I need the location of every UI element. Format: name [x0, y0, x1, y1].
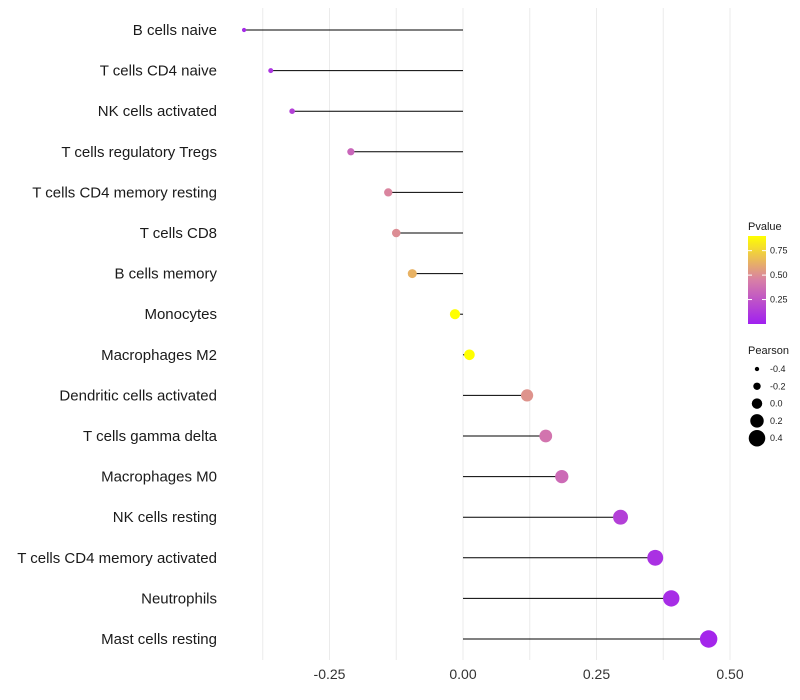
x-tick-label: 0.50: [716, 666, 743, 682]
size-legend-label: 0.4: [770, 433, 783, 443]
category-label: T cells regulatory Tregs: [61, 144, 217, 161]
category-label: Mast cells resting: [101, 631, 217, 648]
x-axis-ticks: -0.25 0.00 0.25 0.50: [314, 666, 744, 682]
stem-layer: [244, 29, 709, 640]
pvalue-colorbar: [748, 236, 766, 324]
grid-layer: [262, 8, 731, 660]
category-label: NK cells activated: [98, 103, 217, 120]
lollipop-point: [347, 148, 355, 156]
lollipop-point: [384, 188, 393, 197]
size-legend-label: -0.2: [770, 381, 786, 391]
lollipop-point: [663, 590, 680, 607]
category-label: T cells CD8: [140, 225, 217, 242]
category-labels: B cells naive T cells CD4 naive NK cells a…: [17, 22, 217, 648]
size-legend-dot: [754, 366, 760, 372]
lollipop-point: [520, 389, 534, 402]
colorbar-tick-label: 0.25: [770, 295, 788, 305]
category-label: Macrophages M2: [101, 347, 217, 364]
x-tick-label: -0.25: [314, 666, 346, 682]
x-tick-label: 0.25: [583, 666, 610, 682]
size-legend-label: 0.2: [770, 416, 783, 426]
lollipop-point: [555, 469, 569, 484]
colorbar-tick-label: 0.75: [770, 246, 788, 256]
pearson-legend-title: Pearson: [748, 345, 789, 357]
category-label: B cells naive: [133, 22, 217, 39]
lollipop-point: [699, 630, 718, 648]
category-label: B cells memory: [114, 266, 217, 283]
lollipop-point: [241, 27, 247, 33]
size-legend-dot: [750, 414, 764, 428]
x-tick-label: 0.00: [449, 666, 476, 682]
lollipop-point: [539, 429, 553, 443]
pvalue-legend: Pvalue 0.25 0.50 0.75: [748, 221, 788, 324]
lollipop-point: [391, 228, 401, 238]
lollipop-point: [613, 509, 628, 525]
pearson-legend: Pearson -0.4 -0.2 0.0 0.2 0.4: [748, 345, 789, 447]
lollipop-point: [407, 269, 417, 279]
lollipop-point: [464, 349, 475, 361]
category-label: T cells CD4 naive: [100, 63, 217, 80]
lollipop-point: [449, 309, 461, 320]
category-label: Macrophages M0: [101, 469, 217, 486]
category-label: T cells gamma delta: [83, 428, 218, 445]
category-label: Dendritic cells activated: [59, 387, 217, 404]
lollipop-point: [647, 549, 664, 566]
size-legend-label: 0.0: [770, 399, 783, 409]
category-label: T cells CD4 memory activated: [17, 550, 217, 567]
point-layer: [241, 27, 718, 648]
category-label: Neutrophils: [141, 590, 217, 607]
lollipop-point: [268, 68, 274, 74]
category-label: NK cells resting: [113, 509, 217, 526]
category-label: Monocytes: [144, 306, 217, 323]
size-legend-label: -0.4: [770, 364, 786, 374]
size-legend-dot: [748, 429, 766, 447]
lollipop-point: [289, 108, 295, 114]
category-label: T cells CD4 memory resting: [32, 184, 217, 201]
size-legend-dot: [751, 398, 763, 409]
colorbar-tick-label: 0.50: [770, 270, 788, 280]
pvalue-legend-title: Pvalue: [748, 221, 782, 233]
size-legend-dot: [753, 382, 761, 390]
